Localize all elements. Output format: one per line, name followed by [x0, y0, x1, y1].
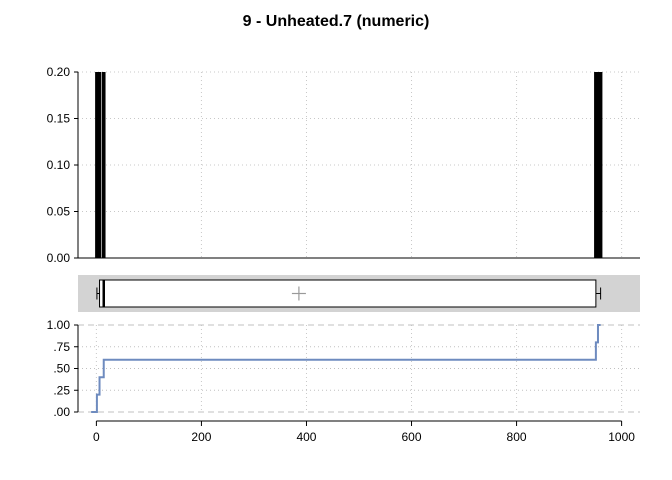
hist-bar [95, 72, 99, 258]
boxplot-panel [78, 275, 640, 312]
x-axis: 0 200 400 600 800 1000 [93, 420, 635, 444]
boxplot-box [99, 279, 597, 308]
ecdf-y-tick-label: .25 [53, 383, 70, 397]
x-tick-label: 200 [191, 430, 211, 444]
x-tick-label: 600 [402, 430, 422, 444]
hist-bar [594, 72, 598, 258]
x-tick-label: 800 [507, 430, 527, 444]
hist-y-tick-label: 0.15 [47, 112, 71, 126]
hist-y-tick-label: 0.00 [47, 251, 71, 265]
hist-bar [596, 72, 600, 258]
chart-title: 9 - Unheated.7 (numeric) [243, 13, 430, 30]
hist-bar [598, 72, 603, 258]
hist-y-tick-label: 0.05 [47, 205, 71, 219]
x-tick-label: 0 [93, 430, 100, 444]
hist-bar [101, 72, 106, 258]
ecdf-y-tick-label: .75 [53, 340, 70, 354]
ecdf-panel: .00 .25 .50 .75 1.00 [47, 318, 640, 419]
x-tick-label: 400 [296, 430, 316, 444]
ecdf-step-line [91, 324, 601, 413]
ecdf-y-tick-label: .00 [53, 405, 70, 419]
ecdf-y-tick-label: .50 [53, 362, 70, 376]
histogram-panel: 0.00 0.05 0.10 0.15 0.20 [47, 65, 640, 265]
ecdf-y-tick-label: 1.00 [47, 318, 71, 332]
hist-y-tick-label: 0.10 [47, 158, 71, 172]
x-tick-label: 1000 [608, 430, 635, 444]
hist-bar [97, 72, 102, 258]
hist-y-tick-label: 0.20 [47, 65, 71, 79]
